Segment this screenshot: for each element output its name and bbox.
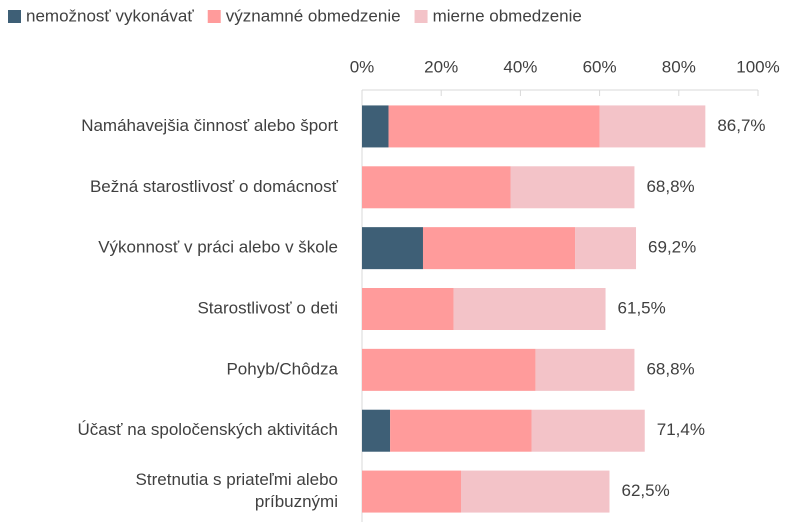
y-tick-label: Namáhavejšia činnosť alebo šport xyxy=(81,116,338,135)
legend-label: mierne obmedzenie xyxy=(433,6,582,25)
y-tick-label: Výkonnosť v práci alebo v škole xyxy=(98,238,338,257)
bar-segment xyxy=(575,227,637,270)
x-tick-label: 100% xyxy=(736,57,779,76)
y-tick-label: Pohyb/Chôdza xyxy=(226,359,338,378)
bar-segment xyxy=(362,105,389,148)
legend-swatch xyxy=(414,10,428,23)
x-tick-label: 80% xyxy=(662,57,696,76)
total-label: 86,7% xyxy=(717,116,765,135)
y-tick-label: Starostlivosť o deti xyxy=(197,298,338,317)
total-label: 68,8% xyxy=(646,359,694,378)
bar-segment xyxy=(453,288,606,330)
bar-segment xyxy=(390,409,532,452)
legend-label: nemožnosť vykonávať xyxy=(26,6,194,25)
x-tick-label: 0% xyxy=(350,57,375,76)
bar-segment xyxy=(510,166,635,209)
y-tick-label: Stretnutia s priateľmi alebo xyxy=(136,470,338,489)
y-tick-label: Bežná starostlivosť o domácnosť xyxy=(90,177,339,196)
total-label: 71,4% xyxy=(657,420,705,439)
x-tick-label: 40% xyxy=(503,57,537,76)
bar-segment xyxy=(362,166,511,209)
bar-segment xyxy=(362,288,454,330)
bar-segment xyxy=(422,227,576,270)
bar-segment xyxy=(362,470,461,513)
y-tick-label: príbuznými xyxy=(255,492,338,511)
bar-segment xyxy=(461,470,610,513)
total-label: 62,5% xyxy=(622,481,670,500)
bar-segment xyxy=(362,409,391,452)
legend-swatch xyxy=(8,10,21,23)
legend-swatch xyxy=(207,10,221,23)
bar-segment xyxy=(531,409,645,452)
x-tick-label: 20% xyxy=(424,57,458,76)
x-tick-label: 60% xyxy=(583,57,617,76)
total-label: 61,5% xyxy=(618,298,666,317)
bar-segment xyxy=(535,348,635,391)
total-label: 68,8% xyxy=(646,177,694,196)
legend-label: významné obmedzenie xyxy=(226,6,401,25)
bar-segment xyxy=(362,227,423,270)
y-tick-label: Účasť na spoločenských aktivitách xyxy=(77,420,338,439)
total-label: 69,2% xyxy=(648,238,696,257)
bar-segment xyxy=(388,105,600,148)
bar-segment xyxy=(599,105,706,148)
bar-segment xyxy=(362,348,536,391)
